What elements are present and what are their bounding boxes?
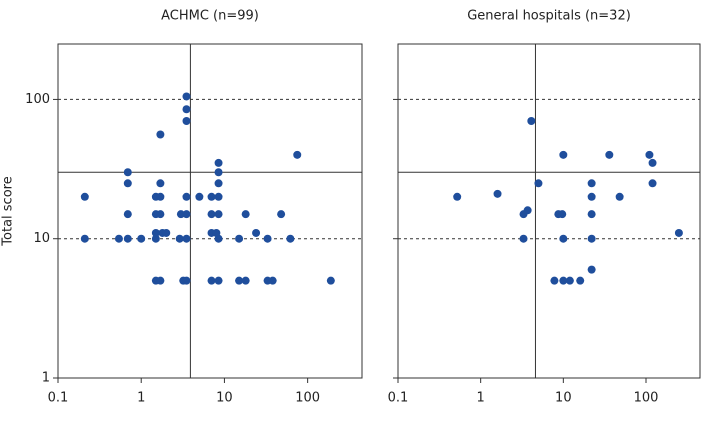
point [212,228,221,237]
point [559,276,568,285]
point [550,276,559,285]
point [576,276,585,285]
point [648,179,657,188]
y-tick-label: 100 [25,92,50,107]
point [587,265,596,274]
point [645,150,654,159]
point [123,210,132,219]
point [648,158,657,167]
point [214,168,223,177]
point [587,210,596,219]
point [175,234,184,243]
point [493,189,502,198]
point [182,210,191,219]
plot-frame [57,43,363,379]
point [123,179,132,188]
x-tick-label: 100 [634,391,659,406]
point [241,276,250,285]
point [587,192,596,201]
point [156,276,165,285]
x-tick-label: 0.1 [388,391,409,406]
y-tick-label: 10 [33,231,50,246]
point [156,130,165,139]
point [214,158,223,167]
point [268,276,277,285]
point [615,192,624,201]
point [214,192,223,201]
x-tick-label: 100 [295,391,320,406]
point [182,92,191,101]
point [587,234,596,243]
point [214,276,223,285]
point [123,168,132,177]
point [162,228,171,237]
x-tick-label: 10 [555,391,572,406]
point [587,179,596,188]
panel-title: ACHMC (n=99) [161,9,259,24]
point [286,234,295,243]
point [207,192,216,201]
x-tick-label: 1 [477,391,485,406]
point [214,210,223,219]
point [156,192,165,201]
point [293,150,302,159]
point [559,150,568,159]
point [263,234,272,243]
point [559,234,568,243]
point [151,228,160,237]
point [207,210,216,219]
point [176,210,185,219]
x-tick-label: 1 [137,391,145,406]
point [534,179,543,188]
point [674,228,683,237]
point [80,192,89,201]
point [156,179,165,188]
point [214,179,223,188]
y-tick-label: 1 [42,371,50,386]
y-axis-label: Total score [1,176,16,246]
point [565,276,574,285]
point [523,206,532,215]
point [558,210,567,219]
point [182,276,191,285]
point [241,210,250,219]
point [605,150,614,159]
plot-frame [397,43,701,379]
x-tick-label: 10 [216,391,233,406]
point [235,234,244,243]
point [151,234,160,243]
point [235,276,244,285]
x-tick-label: 0.1 [48,391,69,406]
point [114,234,123,243]
point [137,234,146,243]
point [277,210,286,219]
point [156,210,165,219]
point [123,234,132,243]
point [182,117,191,126]
point [519,234,528,243]
point [182,234,191,243]
point [195,192,204,201]
point [252,228,261,237]
panel-title: General hospitals (n=32) [467,9,631,24]
point [527,117,536,126]
point [182,192,191,201]
point [453,192,462,201]
point [80,234,89,243]
point [182,105,191,114]
point [326,276,335,285]
point [207,276,216,285]
